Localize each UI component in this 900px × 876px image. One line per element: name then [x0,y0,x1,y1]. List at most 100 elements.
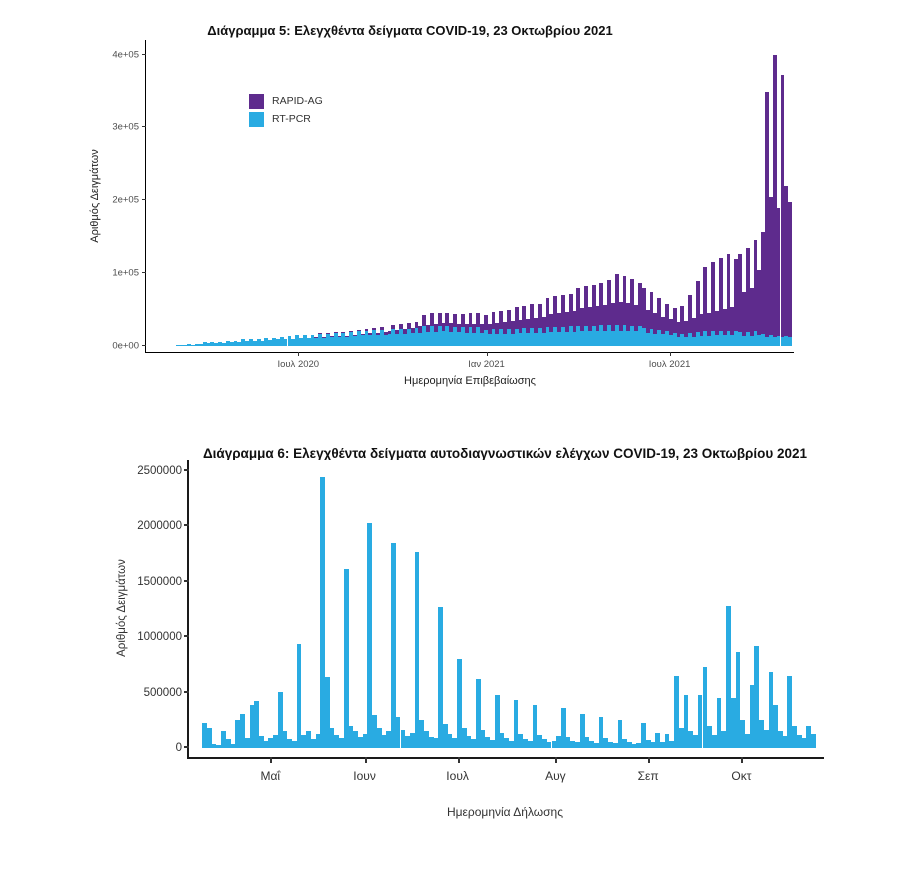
bar-rapid-ag [661,316,665,335]
bar-rt-pcr [333,332,338,346]
bar-rapid-ag [472,324,477,333]
legend-item-rapid-ag: RAPID-AG [249,92,323,110]
bar-δε-γματα-self-test [560,708,566,748]
bar-δε-γματα-self-test [636,743,642,748]
bar-rapid-ag [560,295,565,327]
bar-rt-pcr [526,332,531,346]
bar-rt-pcr [302,335,307,346]
bar-rt-pcr [275,339,280,346]
bar-rapid-ag [356,329,361,332]
bar-rt-pcr [191,344,196,346]
legend-swatch-rt-pcr [249,111,264,127]
bar-δε-γματα-self-test [395,717,401,748]
bar-rapid-ag [426,324,430,333]
bar-rapid-ag [580,308,585,332]
bar-rt-pcr [222,342,226,346]
bar-δε-γματα-self-test [674,676,679,748]
bar-δε-γματα-self-test [221,731,226,748]
bar-rt-pcr [711,331,716,346]
bar-rt-pcr [279,336,284,346]
bar-δε-γματα-self-test [759,720,764,748]
bar-rapid-ag [611,303,615,331]
bar-δε-γματα-self-test [537,734,543,748]
bar-δε-γματα-self-test [556,735,561,748]
bar-δε-γματα-self-test [287,739,292,748]
bar-δε-γματα-self-test [565,736,571,748]
bar-rt-pcr [210,342,215,346]
bar-δε-γματα-self-test [216,744,222,748]
y-tick-mark [184,579,189,582]
bar-rt-pcr [499,328,504,346]
bar-rapid-ag [576,288,581,326]
bar-δε-γματα-self-test [447,733,453,748]
bar-rapid-ag [707,312,712,336]
bar-rt-pcr [256,338,261,346]
bar-rapid-ag [453,314,457,327]
bar-rapid-ag [437,312,442,326]
bar-rt-pcr [430,325,434,346]
bar-rt-pcr [507,328,511,346]
bar-rapid-ag [761,232,766,335]
bar-rapid-ag [649,292,654,329]
bar-rapid-ag [418,326,423,333]
bar-rt-pcr [322,337,326,346]
bar-rapid-ag [711,261,716,332]
bar-δε-γματα-self-test [438,607,443,748]
bar-δε-γματα-self-test [669,741,675,748]
bar-rt-pcr [349,332,353,346]
bar-rt-pcr [195,343,199,346]
bar-rt-pcr [206,343,211,346]
x-tick-label: Αυγ [545,769,566,783]
bar-rt-pcr [772,337,777,346]
bar-rapid-ag [776,208,781,336]
bar-rt-pcr [383,334,388,346]
bar-rapid-ag [430,313,434,326]
bar-δε-γματα-self-test [754,646,760,748]
bar-rt-pcr [676,336,681,346]
bar-rapid-ag [595,305,600,332]
y-tick-mark [184,746,189,748]
y-tick-label: 1500000 [137,575,182,588]
bar-δε-γματα-self-test [268,738,274,748]
bar-δε-γματα-self-test [589,741,594,748]
y-tick-mark [184,690,189,693]
bar-rapid-ag [376,332,380,336]
bar-rt-pcr [730,335,735,346]
bar-rapid-ag [391,324,396,330]
bar-δε-γματα-self-test [230,744,236,748]
bar-rapid-ag [695,281,700,333]
bar-rapid-ag [684,320,689,337]
bar-rt-pcr [541,332,546,346]
bar-δε-γματα-self-test [258,735,264,748]
bar-rt-pcr [329,336,334,346]
x-tick-mark [741,757,744,763]
bar-rt-pcr [722,335,727,346]
bar-rt-pcr [437,325,442,346]
bar-rapid-ag [753,240,758,332]
bar-rt-pcr [491,329,496,346]
bar-rapid-ag [456,323,461,333]
bar-rt-pcr [653,333,658,346]
bar-rt-pcr [587,331,592,346]
bar-rt-pcr [387,334,392,346]
y-tick-mark [142,199,146,201]
bar-rapid-ag [349,331,353,333]
y-tick-mark [142,53,146,55]
bar-rapid-ag [768,196,773,336]
bar-δε-γματα-self-test [744,733,750,748]
bar-rt-pcr [614,324,619,346]
bar-rt-pcr [780,337,785,346]
bar-δε-γματα-self-test [476,679,481,748]
bar-δε-γματα-self-test [485,736,491,748]
bar-rt-pcr [630,325,635,346]
bar-δε-γματα-self-test [796,734,802,748]
bar-rapid-ag [726,254,731,331]
bar-rapid-ag [591,284,596,326]
bar-rt-pcr [495,333,500,346]
bar-rt-pcr [680,333,685,346]
bar-rapid-ag [637,282,642,327]
bar-rt-pcr [572,331,577,346]
bar-rt-pcr [356,331,361,346]
bar-rapid-ag [534,318,538,333]
bar-δε-γματα-self-test [433,738,439,748]
